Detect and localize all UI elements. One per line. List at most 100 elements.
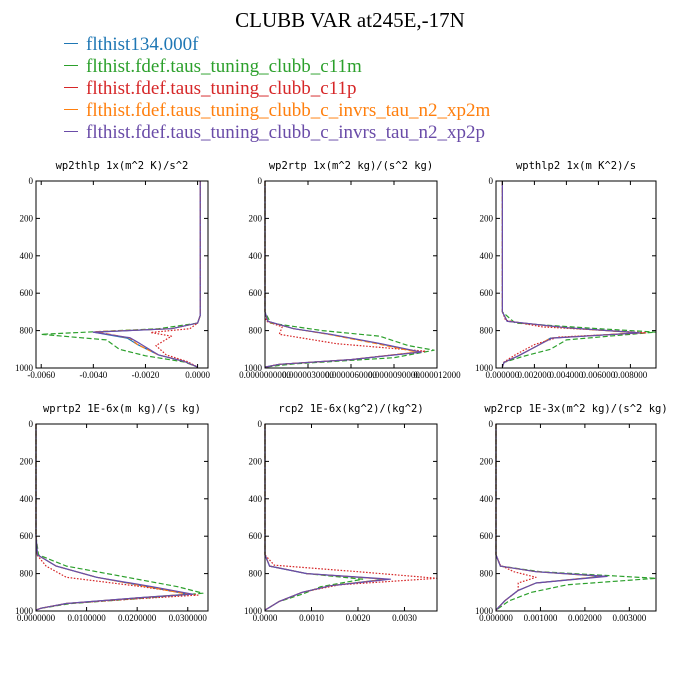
chart-panel: rcp2 1E-6x(kg^2)/(kg^2) 0 200 400 600 800 1000… <box>244 403 438 623</box>
series-line <box>495 424 608 611</box>
chart-panel: wp2thlp 1x(m^2 K)/s^202004006008001000-0… <box>15 160 210 380</box>
y-tick-label: 1000 <box>244 606 263 616</box>
panel-title: wpthlp2 1x(m K^2)/s <box>516 160 636 172</box>
legend-line-swatch <box>64 109 78 111</box>
legend: flthist134.000f flthist.fdef.taus_tuning_… <box>64 34 490 144</box>
series-line <box>35 424 189 611</box>
y-tick-label: 800 <box>249 569 263 579</box>
series-line <box>495 424 657 611</box>
x-tick-label: -0.0040 <box>79 370 107 380</box>
y-tick-label: 800 <box>20 326 34 336</box>
x-tick-label: 0.003000 <box>612 613 646 623</box>
y-tick-label: 800 <box>20 569 34 579</box>
y-tick-label: 400 <box>20 251 34 261</box>
legend-line-swatch <box>64 65 78 67</box>
x-tick-label: 0.006000 <box>582 370 616 380</box>
y-tick-label: 1000 <box>475 606 494 616</box>
legend-item: flthist.fdef.taus_tuning_clubb_c_invrs_t… <box>64 122 490 144</box>
legend-item: flthist.fdef.taus_tuning_clubb_c11p <box>64 78 490 100</box>
legend-item: flthist134.000f <box>64 34 490 56</box>
plot-frame <box>264 180 438 369</box>
legend-label: flthist.fdef.taus_tuning_clubb_c11p <box>86 78 357 99</box>
series-line <box>501 181 640 368</box>
x-tick-label: 0.0030 <box>392 613 417 623</box>
series-line <box>264 181 418 368</box>
y-tick-label: 600 <box>20 288 34 298</box>
x-tick-label: -0.0020 <box>132 370 160 380</box>
x-tick-label: 0.002000 <box>518 370 552 380</box>
y-tick-label: 600 <box>480 288 494 298</box>
y-tick-label: 400 <box>480 251 494 261</box>
y-tick-label: 400 <box>20 494 34 504</box>
y-tick-label: 1000 <box>15 606 34 616</box>
x-tick-label: -0.0060 <box>27 370 55 380</box>
y-tick-label: 200 <box>480 456 494 466</box>
series-line <box>264 181 435 368</box>
legend-line-swatch <box>64 87 78 89</box>
series-line <box>92 181 201 368</box>
series-line <box>264 424 364 611</box>
y-tick-label: 800 <box>480 326 494 336</box>
plot-frame <box>495 180 657 369</box>
series-line <box>150 181 201 368</box>
y-tick-label: 600 <box>480 531 494 541</box>
x-tick-label: 0.000000 <box>479 613 513 623</box>
x-tick-label: 0.001000 <box>524 613 558 623</box>
series-line <box>95 181 201 368</box>
legend-label: flthist.fdef.taus_tuning_clubb_c_invrs_t… <box>86 100 491 121</box>
y-tick-label: 1000 <box>244 363 263 373</box>
series-line <box>501 181 641 368</box>
x-tick-label: 0.0000 <box>185 370 210 380</box>
plot-frame <box>35 180 209 369</box>
chart-panel: wp2rtp 1x(m^2 kg)/(s^2 kg) 0 200 400 600 800 1… <box>239 160 461 380</box>
figure-title: CLUBB VAR at245E,-17N <box>235 8 465 32</box>
plot-frame <box>264 423 438 612</box>
chart-panel: wp2rcp 1E-3x(m^2 kg)/(s^2 kg) 0 200 400 600 8… <box>475 403 668 623</box>
series-line <box>264 424 392 611</box>
y-tick-label: 800 <box>480 569 494 579</box>
legend-label: flthist.fdef.taus_tuning_clubb_c_invrs_t… <box>86 122 485 143</box>
plot-frame <box>35 423 209 612</box>
panel-title: wp2rcp 1E-3x(m^2 kg)/(s^2 kg) <box>484 403 667 415</box>
legend-line-swatch <box>64 131 78 133</box>
x-tick-label: 0.0010 <box>299 613 324 623</box>
panel-title: rcp2 1E-6x(kg^2)/(kg^2) <box>278 403 423 415</box>
panel-title: wp2thlp 1x(m^2 K)/s^2 <box>56 160 189 172</box>
x-tick-label: 0.0300000 <box>169 613 208 623</box>
x-tick-label: 0.0000060000 <box>325 370 377 380</box>
x-tick-label: 0.000000 <box>486 370 520 380</box>
y-tick-label: 600 <box>249 531 263 541</box>
panel-title: wp2rtp 1x(m^2 kg)/(s^2 kg) <box>269 160 433 172</box>
x-tick-label: 0.0200000 <box>118 613 157 623</box>
x-tick-label: 0.0000 <box>253 613 278 623</box>
legend-item: flthist.fdef.taus_tuning_clubb_c_invrs_t… <box>64 100 490 122</box>
legend-label: flthist.fdef.taus_tuning_clubb_c11m <box>86 56 362 77</box>
y-tick-label: 400 <box>249 494 263 504</box>
chart-panel: wpthlp2 1x(m K^2)/s020040060080010000.00… <box>475 160 657 380</box>
x-tick-label: 0.0000090000 <box>368 370 420 380</box>
y-tick-label: 200 <box>20 213 34 223</box>
y-tick-label: 400 <box>249 251 263 261</box>
y-tick-label: 1000 <box>475 363 494 373</box>
series-line <box>495 424 537 611</box>
y-tick-label: 400 <box>480 494 494 504</box>
x-tick-label: 0.0100000 <box>67 613 106 623</box>
series-line <box>35 424 189 611</box>
x-tick-label: 0.008000 <box>614 370 648 380</box>
y-tick-label: 0 <box>29 176 34 186</box>
series-line <box>40 181 201 368</box>
series-line <box>35 424 199 611</box>
x-tick-label: 0.004000 <box>550 370 584 380</box>
y-tick-label: 0 <box>489 419 494 429</box>
x-tick-label: 0.000012000 <box>413 370 461 380</box>
y-tick-label: 800 <box>249 326 263 336</box>
legend-item: flthist.fdef.taus_tuning_clubb_c11m <box>64 56 490 78</box>
y-tick-label: 200 <box>249 456 263 466</box>
chart-panel: wprtp2 1E-6x(m kg)/(s kg) 0 200 400 600 800 10… <box>15 403 209 623</box>
series-line <box>264 181 421 368</box>
x-tick-label: 0.0000000 <box>17 613 56 623</box>
x-tick-label: 0.0000030000 <box>282 370 334 380</box>
legend-label: flthist134.000f <box>86 34 199 55</box>
x-tick-label: 0.0000000000 <box>239 370 291 380</box>
